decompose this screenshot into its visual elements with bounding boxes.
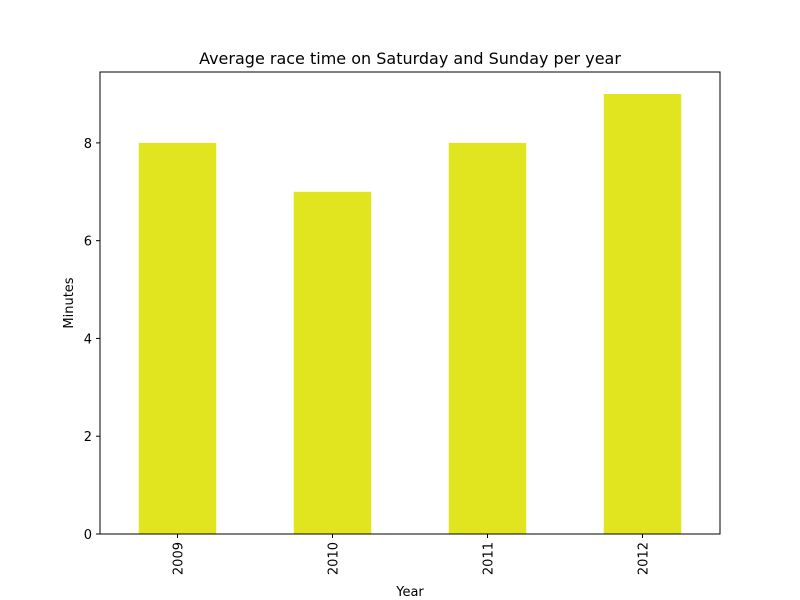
y-tick-label: 0 (84, 528, 92, 543)
y-axis-label: Minutes (62, 277, 77, 328)
bar-2010 (293, 191, 372, 534)
plot-frame (99, 71, 721, 535)
bars-layer (138, 94, 682, 534)
x-axis-label: Year (395, 585, 424, 600)
x-tick-label: 2009 (172, 542, 187, 575)
x-tick-label: 2011 (482, 542, 497, 575)
y-axis: 0 2 4 6 8 (84, 137, 100, 543)
x-axis: 2009 2010 2011 2012 (172, 534, 652, 575)
bar-2011 (448, 142, 527, 534)
y-tick-label: 2 (84, 430, 92, 445)
bar-2012 (603, 94, 682, 534)
bar-2009 (138, 142, 217, 534)
x-tick-label: 2012 (637, 542, 652, 575)
y-tick-label: 8 (84, 137, 92, 152)
chart-title: Average race time on Saturday and Sunday… (199, 49, 621, 68)
y-tick-label: 6 (84, 235, 92, 250)
x-tick-label: 2010 (327, 542, 342, 575)
y-tick-label: 4 (84, 332, 92, 347)
